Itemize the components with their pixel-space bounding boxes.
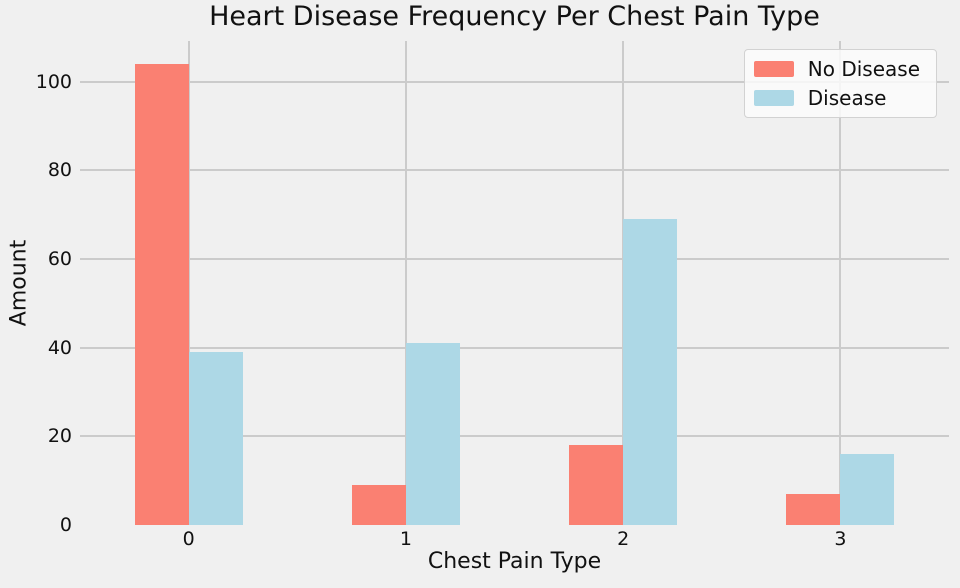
legend-item: Disease xyxy=(753,86,920,110)
gridline-vertical xyxy=(187,41,190,525)
legend: No Disease Disease xyxy=(743,49,937,118)
chart-title: Heart Disease Frequency Per Chest Pain T… xyxy=(209,1,820,32)
legend-item: No Disease xyxy=(753,57,920,81)
bar-disease xyxy=(623,219,678,525)
gridline-horizontal xyxy=(80,346,949,349)
y-tick-label: 20 xyxy=(47,425,72,448)
gridline-horizontal xyxy=(80,258,949,261)
y-axis-label: Amount xyxy=(6,239,32,327)
legend-label: Disease xyxy=(807,86,887,110)
gridline-horizontal xyxy=(80,435,949,438)
y-tick-label: 80 xyxy=(47,159,72,182)
y-tick-label: 60 xyxy=(47,248,72,271)
bar-no-disease xyxy=(786,493,841,525)
bar-disease xyxy=(840,454,895,525)
bar-no-disease xyxy=(569,445,624,525)
x-tick-label: 2 xyxy=(617,528,630,550)
gridline-horizontal xyxy=(80,169,949,172)
legend-swatch xyxy=(753,90,794,106)
bar-no-disease xyxy=(351,485,406,525)
legend-label: No Disease xyxy=(807,57,920,81)
x-tick-label: 0 xyxy=(182,528,195,550)
y-tick-label: 100 xyxy=(35,70,72,93)
gridline-horizontal xyxy=(80,80,949,83)
bar-disease xyxy=(405,343,460,525)
y-tick-label: 0 xyxy=(59,514,72,536)
bar-no-disease xyxy=(134,64,189,525)
y-tick-label: 40 xyxy=(47,336,72,359)
gridline-vertical xyxy=(404,41,407,525)
x-tick-label: 3 xyxy=(834,528,847,550)
gridline-vertical xyxy=(839,41,842,525)
x-axis-label: Chest Pain Type xyxy=(427,549,602,574)
plot-area xyxy=(80,41,949,525)
x-tick-label: 1 xyxy=(399,528,412,550)
legend-swatch xyxy=(753,61,794,77)
bar-disease xyxy=(188,352,243,525)
